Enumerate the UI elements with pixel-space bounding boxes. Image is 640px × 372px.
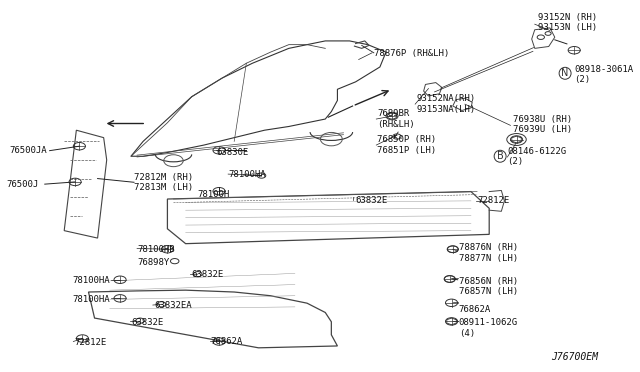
- Text: N: N: [561, 68, 569, 78]
- Text: 63830E: 63830E: [216, 148, 248, 157]
- Text: 72812E: 72812E: [477, 196, 509, 205]
- Text: 08146-6122G
(2): 08146-6122G (2): [508, 147, 566, 166]
- Text: 63832E: 63832E: [131, 318, 163, 327]
- Text: 78100H: 78100H: [198, 190, 230, 199]
- Text: 78100HA: 78100HA: [228, 170, 266, 179]
- Text: J76700EM: J76700EM: [552, 352, 598, 362]
- Text: 76862A: 76862A: [210, 337, 242, 346]
- Text: 72812E: 72812E: [74, 338, 107, 347]
- Text: B: B: [497, 151, 504, 161]
- Text: 63832E: 63832E: [192, 270, 224, 279]
- Text: 76500J: 76500J: [6, 180, 38, 189]
- Text: 78876N (RH)
78877N (LH): 78876N (RH) 78877N (LH): [459, 243, 518, 263]
- Text: 78100HA: 78100HA: [72, 276, 109, 285]
- Text: 78100HA: 78100HA: [72, 295, 109, 304]
- Text: 78876P (RH&LH): 78876P (RH&LH): [374, 49, 449, 58]
- Text: 63832E: 63832E: [356, 196, 388, 205]
- Text: 72812M (RH)
72813M (LH): 72812M (RH) 72813M (LH): [134, 173, 193, 192]
- Text: 76850P (RH)
76851P (LH): 76850P (RH) 76851P (LH): [377, 135, 436, 155]
- Text: 76856N (RH)
76857N (LH): 76856N (RH) 76857N (LH): [459, 277, 518, 296]
- Text: 76938U (RH)
76939U (LH): 76938U (RH) 76939U (LH): [513, 115, 573, 134]
- Text: 08918-3061A
(2): 08918-3061A (2): [574, 65, 634, 84]
- Text: 93152NA(RH)
93153NA(LH): 93152NA(RH) 93153NA(LH): [417, 94, 476, 114]
- Text: 93152N (RH)
93153N (LH): 93152N (RH) 93153N (LH): [538, 13, 597, 32]
- Text: 63832EA: 63832EA: [154, 301, 192, 310]
- Text: 76898Y: 76898Y: [137, 258, 170, 267]
- Text: 78100HB: 78100HB: [137, 245, 175, 254]
- Text: 7689BR
(RH&LH): 7689BR (RH&LH): [377, 109, 415, 129]
- Text: 76862A: 76862A: [459, 305, 491, 314]
- Text: 08911-1062G
(4): 08911-1062G (4): [459, 318, 518, 338]
- Text: 76500JA: 76500JA: [10, 146, 47, 155]
